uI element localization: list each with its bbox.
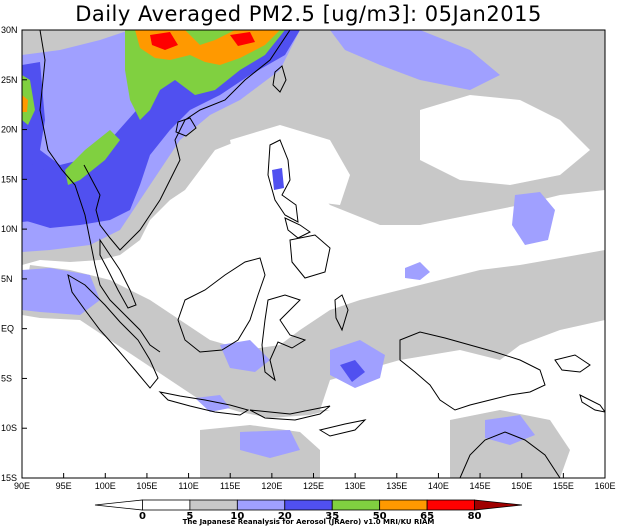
coast-taiwan <box>272 65 287 93</box>
colorbar-label: 5 <box>186 511 193 522</box>
colorbar: 0 5 10 20 35 50 65 80 <box>94 499 523 522</box>
lat-tick-label: 20N <box>1 125 18 135</box>
coast-halmahera <box>334 294 349 332</box>
coast-timor <box>318 419 367 437</box>
coast-hainan <box>175 117 197 137</box>
coast-sumatra <box>67 273 159 389</box>
coast-china-vietnam <box>83 30 291 251</box>
clean-air-central <box>230 125 350 205</box>
coast-nusa <box>249 405 331 421</box>
colorbar-segment <box>94 499 143 511</box>
colorbar-segment <box>474 499 523 511</box>
light-blue-pacific-small <box>405 262 430 280</box>
lon-tick-label: 110E <box>178 481 198 491</box>
coast-australia-n <box>459 431 561 478</box>
light-blue-west <box>22 268 100 315</box>
colorbar-label: 35 <box>325 511 339 522</box>
coast-bismarck <box>554 354 591 373</box>
light-blue-sulawesi <box>220 340 270 372</box>
colorbar-segment <box>379 499 428 511</box>
red-south-china-2 <box>230 32 255 46</box>
coast-sulawesi <box>261 294 307 382</box>
green-thailand <box>65 130 120 185</box>
lat-tick-label: EQ <box>1 324 14 334</box>
blue-sulawesi-sea <box>340 360 365 382</box>
coast-borneo <box>177 257 266 353</box>
lat-tick-label: 10N <box>1 224 18 234</box>
coast-malay <box>99 238 137 309</box>
lon-tick-label: 135E <box>386 481 407 491</box>
orange-myanmar <box>22 95 28 112</box>
coast-java <box>158 391 250 416</box>
coast-luzon <box>267 139 299 223</box>
lat-tick-label: 25N <box>1 75 18 85</box>
grey-band-central <box>22 250 605 418</box>
lon-tick-label: 160E <box>594 481 615 491</box>
colorbar-label: 20 <box>278 511 292 522</box>
blue-bengal <box>22 160 50 222</box>
lat-tick-label: 5S <box>1 373 12 383</box>
lon-tick-label: 105E <box>136 481 157 491</box>
colorbar-segment <box>189 499 238 511</box>
lon-tick-label: 145E <box>470 481 491 491</box>
lon-tick-label: 140E <box>428 481 449 491</box>
credit-text: The Japanese Reanalysis for Aerosol (JRA… <box>182 518 435 526</box>
clean-air-south <box>320 350 500 410</box>
longitude-ticks: 90E 95E 100E 105E 110E 115E 120E 125E 130E 135E 14… <box>14 473 616 491</box>
light-blue-arafura <box>485 415 535 445</box>
lat-tick-label: 15N <box>1 174 18 184</box>
colorbar-label: 65 <box>420 511 434 522</box>
concentration-field <box>22 30 605 478</box>
lon-tick-label: 90E <box>14 481 30 491</box>
red-south-china <box>150 32 178 50</box>
light-blue-timor <box>240 430 300 458</box>
colorbar-label: 10 <box>230 511 244 522</box>
colorbar-segment <box>331 499 381 511</box>
lon-tick-label: 125E <box>303 481 324 491</box>
coastlines <box>39 30 605 478</box>
lon-tick-label: 130E <box>345 481 366 491</box>
colorbar-segment <box>142 499 191 511</box>
colorbar-segment <box>236 499 286 511</box>
latitude-ticks: 30N 25N 20N 15N 10N 5N EQ 5S 10S 15S <box>1 25 27 483</box>
lon-tick-label: 100E <box>95 481 116 491</box>
coast-indochina <box>39 30 161 353</box>
coast-visayas <box>284 217 311 239</box>
map-title: Daily Averaged PM2.5 [ug/m3]: 05Jan2015 <box>75 2 542 26</box>
lon-tick-label: 115E <box>220 481 240 491</box>
light-blue-pacific <box>512 192 555 245</box>
colorbar-label: 50 <box>373 511 387 522</box>
lat-tick-label: 5N <box>1 274 13 284</box>
colorbar-label: 80 <box>468 511 482 522</box>
lon-tick-label: 150E <box>511 481 532 491</box>
blue-luzon <box>272 168 284 190</box>
lat-tick-label: 15S <box>1 473 17 483</box>
lat-tick-label: 30N <box>1 25 18 35</box>
colorbar-segment <box>284 499 333 511</box>
colorbar-label: 0 <box>139 511 146 522</box>
clean-air-east <box>420 95 590 185</box>
lon-tick-label: 95E <box>56 481 72 491</box>
lon-tick-label: 155E <box>553 481 574 491</box>
coast-mindanao <box>289 234 331 279</box>
light-blue-java <box>195 395 230 412</box>
coast-newguinea <box>399 331 546 411</box>
lon-tick-label: 120E <box>261 481 282 491</box>
coast-solomon <box>579 394 605 413</box>
light-blue-northeast <box>330 30 500 90</box>
green-myanmar <box>22 75 35 125</box>
lat-tick-label: 10S <box>1 423 17 433</box>
colorbar-segment <box>426 499 475 511</box>
